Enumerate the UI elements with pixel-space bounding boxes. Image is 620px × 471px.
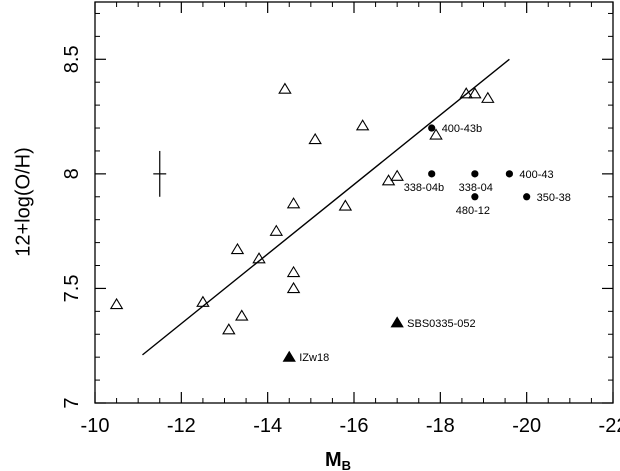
x-tick-label: -14 <box>253 415 282 437</box>
open-triangle-point <box>468 87 482 99</box>
point-label: 480-12 <box>456 205 490 217</box>
open-triangle-point <box>252 252 266 264</box>
open-triangle-point <box>390 169 404 181</box>
open-triangle-point <box>269 224 284 236</box>
x-axis-title-main: M <box>325 449 342 471</box>
y-tick-labels: 7 7.5 8 8.5 <box>61 45 83 408</box>
filled-circle-point <box>428 170 436 178</box>
error-bar-layer <box>153 150 167 197</box>
x-tick-label: -18 <box>426 415 455 437</box>
open-triangle-point <box>235 309 249 321</box>
y-tick-label: 7 <box>61 397 83 408</box>
y-axis-title: 12+log(O/H) <box>12 147 34 257</box>
x-tick-label: -10 <box>81 415 110 437</box>
data-points <box>109 82 531 362</box>
filled-triangle-point <box>282 350 296 362</box>
filled-circle-point <box>523 193 531 201</box>
x-axis-title: MB <box>325 449 351 471</box>
filled-circle-point <box>471 193 479 201</box>
open-triangle-point <box>481 91 495 103</box>
x-axis-title-sub: B <box>342 458 351 471</box>
open-triangle-point <box>196 295 210 307</box>
open-triangle-point <box>338 199 353 211</box>
open-triangle-point <box>109 297 124 310</box>
point-label: 400-43 <box>519 169 553 181</box>
filled-circle-point <box>428 124 436 132</box>
point-labels: 400-43b 338-04b 338-04 400-43 480-12 350-38 SB… <box>299 123 571 364</box>
open-triangle-point <box>286 197 301 209</box>
y-tick-label: 8 <box>61 168 83 179</box>
open-triangle-point <box>355 119 370 131</box>
open-triangle-point <box>278 82 292 94</box>
x-tick-labels: -10 -12 -14 -16 -18 -20 -22 <box>81 415 620 437</box>
filled-circle-point <box>505 170 513 178</box>
point-label: 400-43b <box>442 123 482 135</box>
filled-triangle-point <box>390 316 404 328</box>
fit-line-layer <box>142 58 510 356</box>
open-triangle-point <box>222 323 236 335</box>
open-triangle-point <box>286 281 301 294</box>
y-tick-label: 8.5 <box>61 45 83 73</box>
plot-frame <box>94 1 614 404</box>
point-label: 338-04b <box>404 182 444 194</box>
point-label: SBS0335-052 <box>407 318 476 330</box>
x-tick-label: -20 <box>512 415 541 437</box>
open-triangle-point <box>308 132 322 145</box>
open-triangle-point <box>429 128 443 140</box>
x-tick-label: -16 <box>340 415 369 437</box>
axis-ticks <box>94 2 614 404</box>
point-label: 350-38 <box>537 192 571 204</box>
filled-circle-point <box>471 170 479 178</box>
point-label: 338-04 <box>459 182 493 194</box>
x-tick-label: -22 <box>599 415 620 437</box>
open-triangle-point <box>286 265 301 278</box>
fit-line <box>142 58 510 356</box>
open-triangle-point <box>459 87 473 99</box>
open-triangle-point <box>230 242 245 255</box>
y-tick-label: 7.5 <box>61 275 83 303</box>
x-tick-label: -12 <box>167 415 196 437</box>
point-label: IZw18 <box>299 352 329 364</box>
